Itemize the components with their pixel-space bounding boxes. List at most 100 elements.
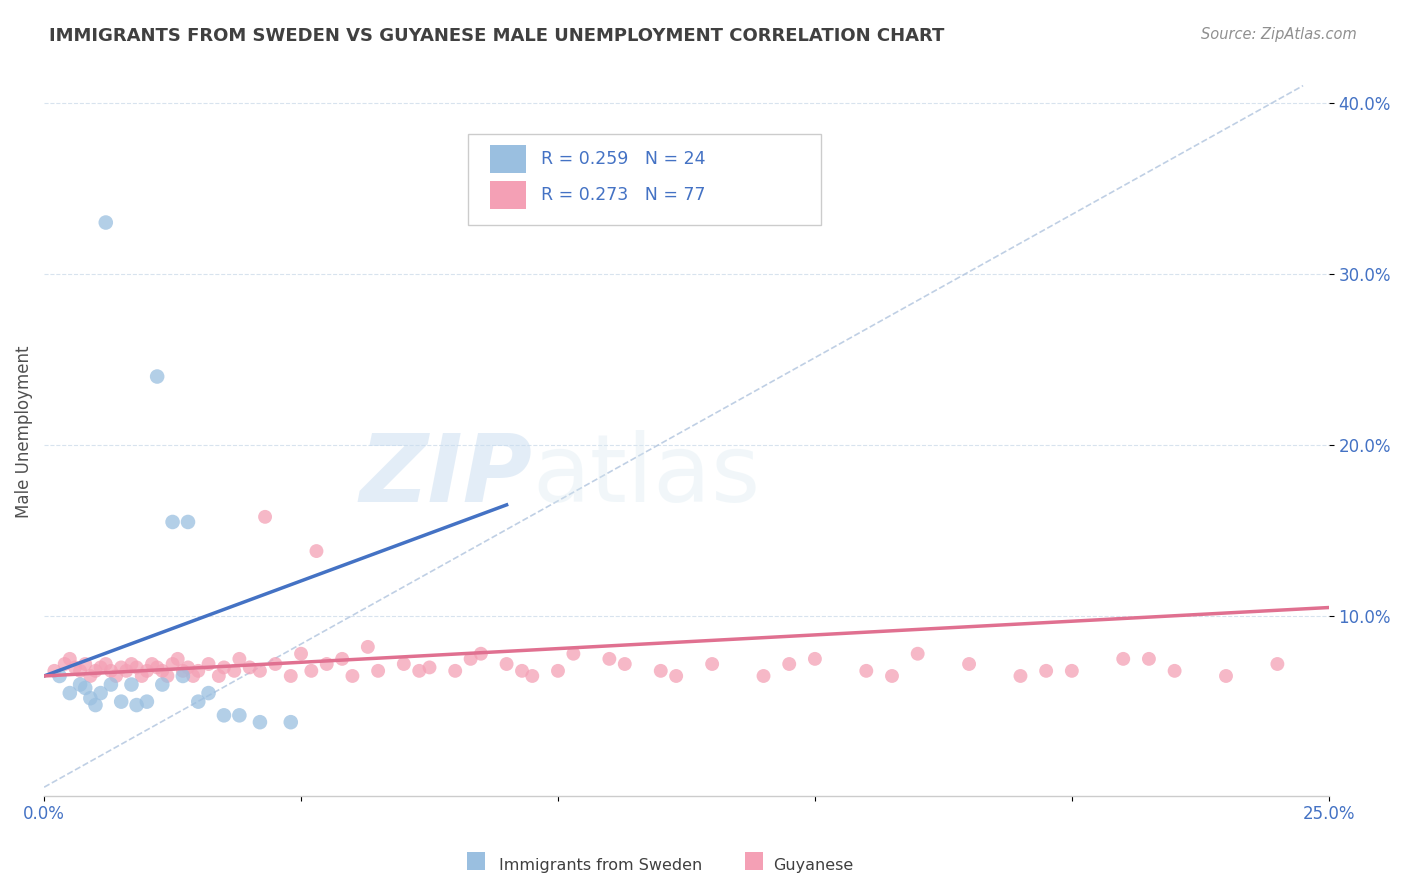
Point xyxy=(665,669,688,683)
Point xyxy=(141,657,163,671)
Point xyxy=(1267,657,1289,671)
Point xyxy=(150,664,173,678)
Point xyxy=(162,657,184,671)
Point xyxy=(249,715,271,730)
Point xyxy=(315,657,337,671)
Point xyxy=(330,652,353,666)
Point xyxy=(125,698,148,712)
Point xyxy=(59,686,82,700)
Point xyxy=(598,652,620,666)
Point xyxy=(280,715,302,730)
Point xyxy=(121,677,143,691)
Point xyxy=(547,664,569,678)
Point xyxy=(172,664,194,678)
Point xyxy=(613,657,636,671)
Point xyxy=(84,698,107,712)
Point xyxy=(212,708,235,723)
Point xyxy=(1035,664,1057,678)
Point xyxy=(1137,652,1160,666)
Point xyxy=(1112,652,1135,666)
Point xyxy=(115,664,138,678)
Point xyxy=(187,664,209,678)
Point xyxy=(228,708,250,723)
Point xyxy=(280,669,302,683)
Point xyxy=(121,657,143,671)
Point xyxy=(418,660,440,674)
Point xyxy=(228,652,250,666)
Point xyxy=(162,515,184,529)
Text: Guyanese: Guyanese xyxy=(773,858,853,872)
Point xyxy=(135,664,157,678)
Point xyxy=(172,669,194,683)
Point xyxy=(650,664,672,678)
Point xyxy=(75,657,97,671)
Point xyxy=(367,664,389,678)
Text: R = 0.259   N = 24: R = 0.259 N = 24 xyxy=(541,150,706,168)
Point xyxy=(1215,669,1237,683)
Point xyxy=(305,544,328,558)
Point xyxy=(110,695,132,709)
FancyBboxPatch shape xyxy=(489,145,526,172)
Point xyxy=(1010,669,1032,683)
Point xyxy=(131,669,153,683)
Point xyxy=(94,657,117,671)
Point xyxy=(90,660,112,674)
Point xyxy=(94,215,117,229)
Text: atlas: atlas xyxy=(533,430,761,522)
Point xyxy=(100,677,122,691)
Point xyxy=(752,669,775,683)
Point xyxy=(150,677,173,691)
Point xyxy=(90,686,112,700)
Point xyxy=(63,660,86,674)
Point xyxy=(59,652,82,666)
Point xyxy=(79,669,101,683)
Point xyxy=(135,695,157,709)
Point xyxy=(1163,664,1185,678)
Point xyxy=(146,369,169,384)
Point xyxy=(778,657,800,671)
Point xyxy=(84,664,107,678)
Text: R = 0.273   N = 77: R = 0.273 N = 77 xyxy=(541,186,706,204)
Text: Source: ZipAtlas.com: Source: ZipAtlas.com xyxy=(1201,27,1357,42)
Point xyxy=(495,657,517,671)
Point xyxy=(197,686,219,700)
Point xyxy=(181,669,204,683)
Point xyxy=(177,660,200,674)
Point xyxy=(460,652,482,666)
Point xyxy=(166,652,188,666)
Point xyxy=(53,657,76,671)
Point xyxy=(290,647,312,661)
Point xyxy=(357,640,380,654)
Text: ZIP: ZIP xyxy=(360,430,533,522)
Point xyxy=(224,664,246,678)
Point xyxy=(100,664,122,678)
Point xyxy=(510,664,533,678)
Point xyxy=(562,647,585,661)
Point xyxy=(105,669,128,683)
Point xyxy=(470,647,492,661)
Point xyxy=(299,664,322,678)
Point xyxy=(125,660,148,674)
Point xyxy=(408,664,430,678)
Point xyxy=(44,664,66,678)
Text: Immigrants from Sweden: Immigrants from Sweden xyxy=(499,858,703,872)
Point xyxy=(1060,664,1083,678)
Point xyxy=(254,509,277,524)
Point xyxy=(444,664,467,678)
Point xyxy=(197,657,219,671)
Point xyxy=(855,664,877,678)
Point xyxy=(177,515,200,529)
Point xyxy=(522,669,544,683)
Point xyxy=(957,657,980,671)
Point xyxy=(700,657,723,671)
Point xyxy=(239,660,262,674)
Point xyxy=(156,669,179,683)
Point xyxy=(804,652,827,666)
FancyBboxPatch shape xyxy=(468,134,821,225)
Point xyxy=(146,660,169,674)
Point xyxy=(249,664,271,678)
Text: IMMIGRANTS FROM SWEDEN VS GUYANESE MALE UNEMPLOYMENT CORRELATION CHART: IMMIGRANTS FROM SWEDEN VS GUYANESE MALE … xyxy=(49,27,945,45)
Point xyxy=(208,669,231,683)
Point xyxy=(79,691,101,706)
Point xyxy=(48,669,70,683)
